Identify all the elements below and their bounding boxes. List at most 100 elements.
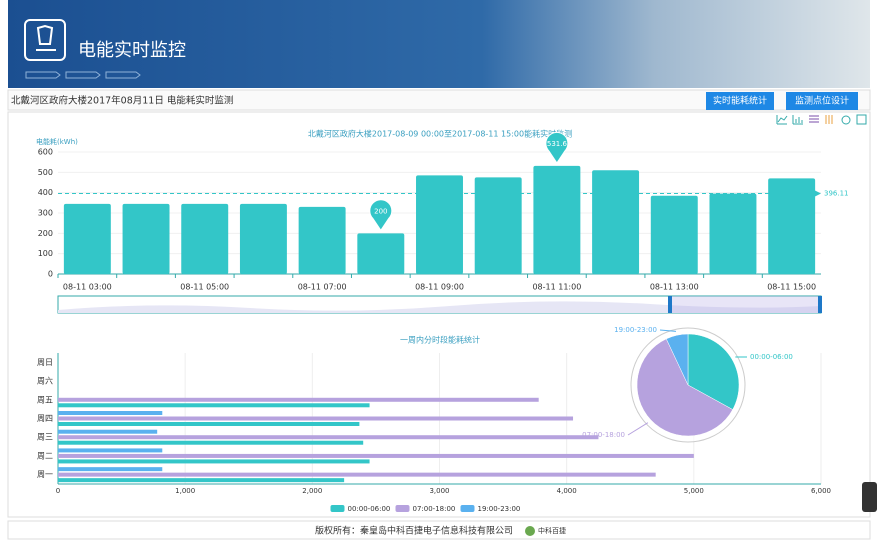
x-tick-label: 08-11 03:00 bbox=[63, 283, 112, 292]
button[interactable]: 监测点位设计 bbox=[786, 92, 858, 110]
toolbar bbox=[7, 89, 871, 111]
bar bbox=[63, 203, 111, 274]
bar bbox=[768, 178, 816, 274]
y-tick-label: 200 bbox=[38, 229, 53, 238]
x-tick-label: 3,000 bbox=[429, 487, 449, 495]
footer-logo bbox=[525, 526, 535, 536]
button-label[interactable]: 实时能耗统计 bbox=[713, 95, 767, 107]
zoom-handle[interactable] bbox=[818, 296, 822, 313]
tool-tiled[interactable] bbox=[825, 115, 833, 124]
bar bbox=[58, 453, 694, 458]
pie-slice bbox=[665, 333, 689, 386]
bar bbox=[58, 459, 370, 464]
header-arrows bbox=[25, 71, 141, 79]
bar bbox=[416, 175, 463, 274]
pie-slice bbox=[687, 333, 740, 410]
bar bbox=[592, 170, 640, 274]
legend-label[interactable]: 19:00-23:00 bbox=[478, 505, 521, 513]
tool-bar[interactable] bbox=[792, 115, 803, 125]
bar bbox=[122, 203, 170, 274]
bar bbox=[58, 411, 163, 415]
bar bbox=[58, 435, 599, 440]
bar bbox=[474, 177, 522, 274]
x-tick-label: 08-11 11:00 bbox=[532, 283, 581, 292]
toolbox[interactable] bbox=[776, 114, 867, 125]
button-label[interactable]: 监测点位设计 bbox=[795, 95, 849, 107]
bar bbox=[298, 206, 346, 274]
x-tick-label: 08-11 05:00 bbox=[180, 283, 229, 292]
side-widget[interactable] bbox=[862, 482, 877, 512]
pie-label-line bbox=[627, 422, 649, 436]
average-arrow bbox=[815, 190, 821, 197]
bar bbox=[58, 440, 364, 445]
bar bbox=[650, 195, 698, 274]
y-tick-label: 周三 bbox=[37, 433, 53, 442]
x-tick-label: 4,000 bbox=[557, 487, 577, 495]
button-bg[interactable] bbox=[706, 92, 774, 110]
tool-restore[interactable] bbox=[841, 115, 851, 125]
x-tick-label: 08-11 13:00 bbox=[650, 283, 699, 292]
x-tick-label: 0 bbox=[56, 487, 60, 495]
pie-label: 00:00-06:00 bbox=[750, 353, 793, 361]
bar bbox=[58, 429, 158, 434]
x-tick-label: 08-11 07:00 bbox=[298, 283, 347, 292]
y-tick-label: 周日 bbox=[37, 358, 53, 367]
pie-label-line bbox=[659, 329, 677, 332]
x-tick-label: 2,000 bbox=[302, 487, 322, 495]
legend-swatch[interactable] bbox=[460, 505, 475, 512]
bar bbox=[709, 193, 757, 274]
bar bbox=[58, 403, 370, 408]
x-tick-label: 08-11 15:00 bbox=[767, 283, 816, 292]
y-tick-label: 0 bbox=[48, 270, 53, 279]
y-tick-label: 周二 bbox=[37, 451, 53, 460]
y-tick-label: 100 bbox=[38, 249, 53, 258]
footer bbox=[7, 520, 871, 540]
y-axis-label: 电能耗(kWh) bbox=[36, 137, 78, 146]
legend-label[interactable]: 07:00-18:00 bbox=[413, 505, 456, 513]
pie-label: 19:00-23:00 bbox=[614, 326, 657, 334]
data-label: 200 bbox=[374, 207, 387, 215]
tool-stack[interactable] bbox=[809, 115, 819, 123]
y-tick-label: 周四 bbox=[37, 414, 53, 423]
y-tick-label: 400 bbox=[38, 188, 53, 197]
button[interactable]: 实时能耗统计 bbox=[706, 92, 774, 110]
pie-label: 07:00-18:00 bbox=[582, 431, 625, 439]
logo-icon bbox=[36, 24, 56, 51]
zoom-preview bbox=[58, 301, 821, 313]
bar bbox=[357, 233, 405, 274]
logo bbox=[24, 19, 66, 61]
data-label: 531.6 bbox=[547, 140, 568, 148]
bar bbox=[58, 472, 656, 477]
header-title: 电能实时监控 bbox=[78, 40, 186, 61]
y-tick-label: 周五 bbox=[37, 395, 53, 404]
footer-logo-text: 中科百捷 bbox=[538, 526, 566, 535]
y-tick-label: 周六 bbox=[37, 376, 53, 386]
y-tick-label: 周一 bbox=[37, 470, 53, 479]
chart-title: 北戴河区政府大楼2017-08-09 00:00至2017-08-11 15:0… bbox=[308, 129, 572, 139]
bar bbox=[58, 422, 360, 426]
tool-save[interactable] bbox=[856, 114, 867, 125]
marker-pin bbox=[545, 131, 569, 164]
x-tick-label: 1,000 bbox=[175, 487, 195, 495]
header-banner bbox=[8, 0, 870, 88]
x-tick-label: 08-11 09:00 bbox=[415, 283, 464, 292]
zoom-handle[interactable] bbox=[668, 296, 672, 313]
pie-slice bbox=[636, 338, 734, 437]
legend-swatch[interactable] bbox=[395, 505, 410, 512]
bar bbox=[58, 448, 163, 453]
toolbar-caption: 北戴河区政府大楼2017年08月11日 电能耗实时监测 bbox=[11, 95, 233, 107]
button-bg[interactable] bbox=[786, 92, 858, 110]
y-tick-label: 500 bbox=[38, 168, 53, 177]
x-tick-label: 5,000 bbox=[684, 487, 704, 495]
bar bbox=[533, 165, 581, 274]
chart-title: 一周内分时段能耗统计 bbox=[400, 335, 480, 345]
legend-label[interactable]: 00:00-06:00 bbox=[348, 505, 391, 513]
x-tick-label: 6,000 bbox=[811, 487, 831, 495]
y-tick-label: 300 bbox=[38, 209, 53, 218]
y-tick-label: 600 bbox=[38, 148, 53, 157]
bar bbox=[58, 416, 574, 421]
legend-swatch[interactable] bbox=[330, 505, 345, 512]
tool-line[interactable] bbox=[776, 115, 788, 125]
copyright: 版权所有：秦皇岛中科百捷电子信息科技有限公司 bbox=[315, 525, 513, 537]
